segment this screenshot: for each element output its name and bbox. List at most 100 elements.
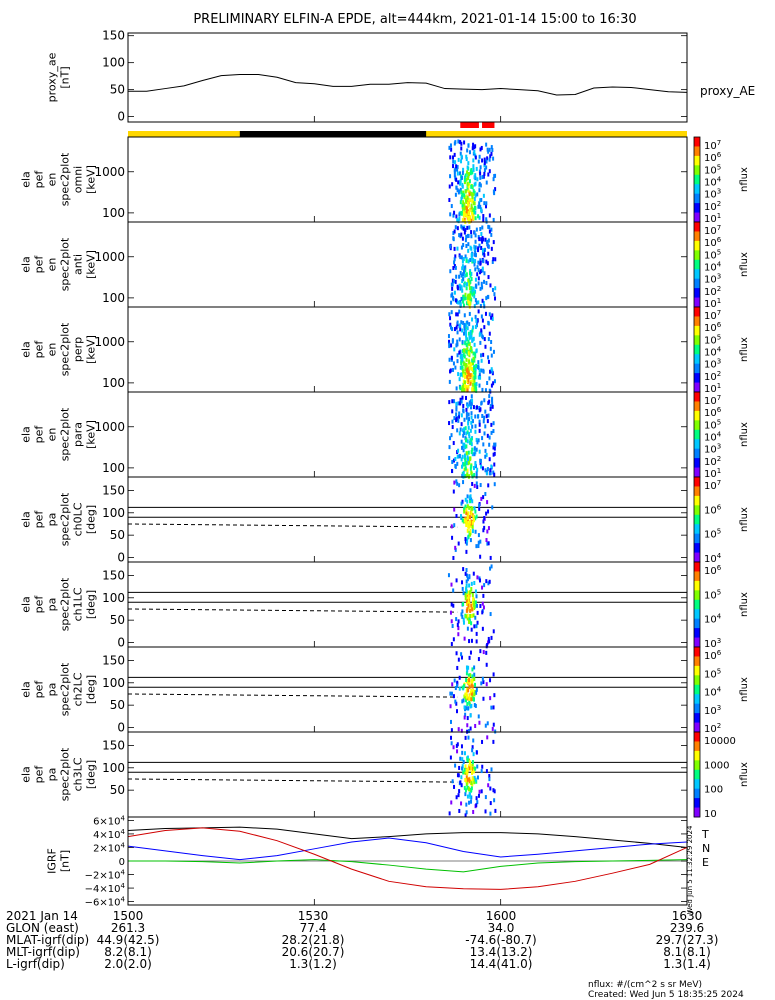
spectrogram-pixel (478, 576, 481, 581)
spectrogram-pixel (461, 385, 464, 390)
spectrogram-pixel (468, 616, 471, 621)
spectrogram-pixel (492, 788, 495, 793)
spectrogram-pixel (474, 277, 477, 282)
x-axis-table: 2021 Jan 14 1500 1530 1600 1630 GLON (east) 26… (6, 909, 718, 971)
spectrogram-pixel (489, 566, 492, 571)
colorbar-tick: 101 (704, 382, 721, 395)
colorbar-band (694, 675, 700, 686)
colorbar-band (694, 231, 700, 242)
spectrogram-pixel (476, 272, 479, 277)
colorbar-tick: 105 (704, 333, 721, 346)
spectrogram-pixel (484, 311, 487, 316)
spectrogram-pixel (456, 299, 459, 304)
x-row-value: 239.6 (670, 921, 704, 935)
spectrogram-pixel (486, 433, 489, 438)
spectrogram-pixel (476, 484, 479, 489)
spectrogram-pixel (465, 431, 468, 436)
spectrogram-pixel (466, 368, 469, 373)
spectrogram-pixel (481, 739, 484, 744)
y-axis-label: IGRF[nT] (46, 848, 72, 874)
spectrogram-pixel (471, 529, 474, 534)
spectrogram-pixel (490, 232, 493, 237)
spectrogram-pixel (448, 184, 451, 189)
spectrogram-pixel (487, 251, 490, 256)
y-axis-label-text: elapefenspec2plotomni[keV] (20, 152, 98, 206)
spectrogram-pixel (468, 208, 471, 213)
spectrogram-pixel (478, 720, 481, 725)
spectrogram-pixel (467, 511, 470, 516)
spectrogram-pixel (483, 525, 486, 530)
spectrogram-pixel (494, 808, 497, 813)
spectrogram-pixel (492, 452, 495, 457)
spectrogram-pixel (466, 148, 469, 153)
panels: 150100500proxy_ae[nT]proxy_AE1000100elap… (20, 29, 756, 915)
spectrogram-pixel (486, 419, 489, 424)
spectrogram-pixel (470, 511, 473, 516)
spectrogram-pixel (470, 581, 473, 586)
science-zone-bar (482, 122, 495, 128)
colorbar-tick: 102 (704, 285, 721, 298)
spectrogram-pixel (463, 751, 466, 756)
colorbar-band (694, 732, 700, 742)
spectrogram-pixel (478, 503, 481, 508)
spectrogram-pixel (466, 499, 469, 504)
spectrogram-pixel (464, 212, 467, 217)
spectrogram-pixel (460, 728, 463, 733)
spectrogram-pixel (466, 326, 469, 331)
spectrogram-pixel (487, 238, 490, 243)
spectrogram-pixel (468, 365, 471, 370)
spectrogram-pixel (473, 624, 476, 629)
spectrogram-pixel (460, 801, 463, 806)
spectrogram-pixel (470, 252, 473, 257)
spectrogram-pixel (463, 383, 466, 388)
spectrogram-pixel (489, 612, 492, 617)
spectrogram-pixel (490, 367, 493, 372)
spectrogram-pixel (466, 504, 469, 509)
spectrogram-pixel (493, 472, 496, 477)
spectrogram-pixel (464, 466, 467, 471)
spectrogram-pixel (473, 230, 476, 235)
spectrogram-pixel (458, 337, 461, 342)
spectrogram-pixel (467, 331, 470, 336)
spectrogram-pixel (470, 638, 473, 643)
colorbar-band (694, 495, 700, 506)
spectrogram-pixel (463, 331, 466, 336)
spectrogram-pixel (466, 777, 469, 782)
colorbar-tick: 104 (704, 686, 722, 699)
spectrogram-pixel (474, 414, 477, 419)
spectrogram-pixel (462, 408, 465, 413)
spectrogram-pixel (492, 217, 495, 222)
spectrogram-pixel (462, 320, 465, 325)
spectrogram-pixel (450, 735, 453, 740)
spectrogram-pixel (470, 289, 473, 294)
spectrogram-pixel (458, 350, 461, 355)
spectrogram-pixel (485, 538, 488, 543)
spectrogram-pixel (465, 599, 468, 604)
spectrogram-pixel (467, 143, 470, 148)
y-axis-label-text: elapefpaspec2plotch2LC[deg] (20, 662, 98, 716)
spectrogram-pixel (474, 193, 477, 198)
spectrogram-pixel (481, 436, 484, 441)
colorbar-tick: 106 (704, 503, 722, 516)
spectrogram-pixel (486, 541, 489, 546)
spectrogram-pixel (491, 401, 494, 406)
spectrogram-pixel (466, 702, 469, 707)
spectrogram-pixel (468, 300, 471, 305)
spectrogram-pixel (476, 603, 479, 608)
spectrogram-pixel (454, 160, 457, 165)
spectrogram-pixel (487, 509, 490, 514)
panel-perp: 1000100elapefenspec2plotperp[keV]1071061… (20, 306, 750, 395)
colorbar-band (694, 798, 700, 809)
spectrogram-pixel (469, 488, 472, 493)
spectrogram-pixel (485, 142, 488, 147)
colorbar-band (694, 335, 700, 346)
spectrogram-pixel (465, 579, 468, 584)
spectrogram-pixel (474, 367, 477, 372)
spectrogram-pixel (486, 467, 489, 472)
spectrogram-pixel (489, 801, 492, 806)
spectrogram-pixel (492, 257, 495, 262)
spectrogram-pixel (457, 541, 460, 546)
spectrogram-pixel (454, 298, 457, 303)
x-row-value: 29.7(27.3) (656, 933, 719, 947)
spectrogram-pixel (471, 674, 474, 679)
